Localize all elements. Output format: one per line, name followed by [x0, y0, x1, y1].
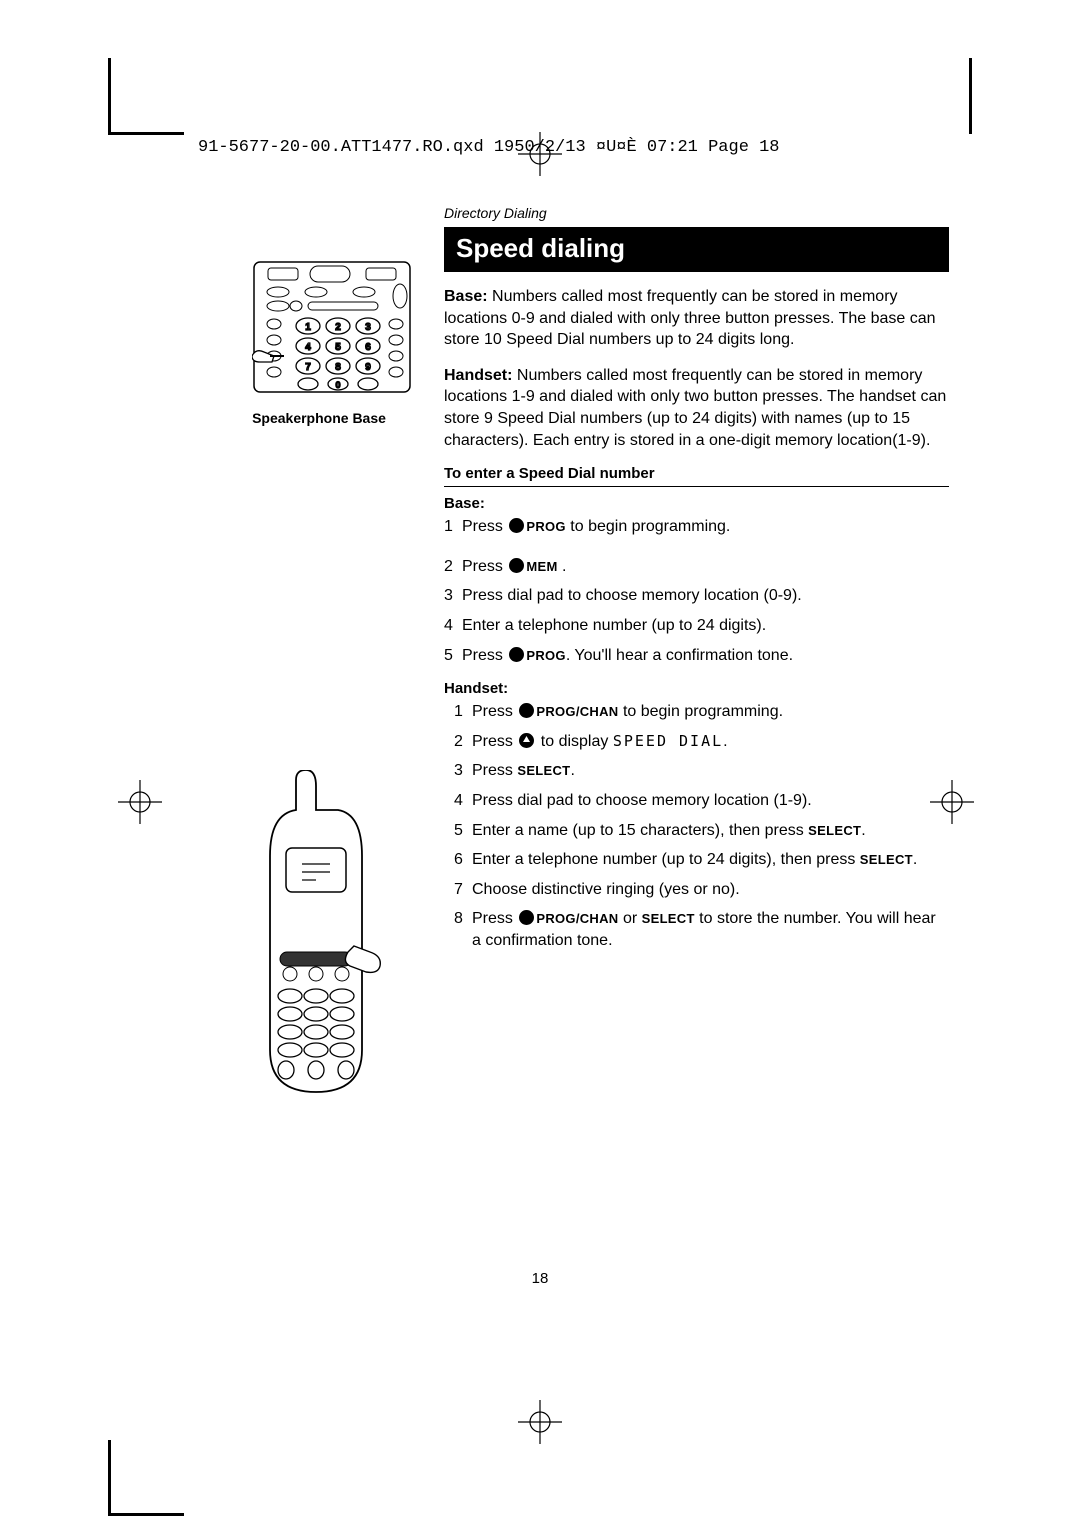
handset-step-8: 8 Press PROG/CHAN or SELECT to store the… [454, 908, 949, 951]
handset-lead: Handset: [444, 367, 512, 384]
handset-step-1: 1 Press PROG/CHAN to begin programming. [454, 701, 949, 723]
intro-base-paragraph: Base: Numbers called most frequently can… [444, 286, 949, 351]
button-dot-icon [519, 910, 534, 925]
mem-button-label: MEM [526, 559, 557, 574]
handset-text: Numbers called most frequently can be st… [444, 367, 946, 449]
select-button-label: SELECT [642, 911, 695, 926]
base-steps-list: 1 Press PROG to begin programming. 2 Pre… [444, 516, 949, 666]
handset-figure [236, 770, 406, 1104]
intro-handset-paragraph: Handset: Numbers called most frequently … [444, 365, 949, 451]
button-dot-icon [519, 703, 534, 718]
handset-step-5: 5 Enter a name (up to 15 characters), th… [454, 820, 949, 842]
handset-step-2: 2 Press to display SPEED DIAL. [454, 731, 949, 753]
button-dot-icon [509, 518, 524, 533]
page-title: Speed dialing [456, 233, 937, 264]
handset-subhead: Handset: [444, 680, 949, 697]
speakerphone-base-figure: 1 2 3 4 5 6 7 8 9 0 [252, 258, 412, 402]
registration-mark-left [118, 780, 162, 828]
registration-mark-bottom [518, 1400, 562, 1448]
button-dot-icon [509, 647, 524, 662]
select-button-label: SELECT [517, 763, 570, 778]
section-label: Directory Dialing [444, 205, 949, 221]
svg-text:5: 5 [335, 342, 341, 353]
base-step-2: 2 Press MEM . [444, 556, 949, 578]
svg-text:4: 4 [305, 342, 311, 353]
handset-step-3: 3 Press SELECT. [454, 760, 949, 782]
prepress-header: 91-5677-20-00.ATT1477.RO.qxd 1950/2/13 ¤… [198, 138, 780, 157]
left-column: 1 2 3 4 5 6 7 8 9 0 [224, 258, 414, 426]
base-step-1: 1 Press PROG to begin programming. [444, 516, 949, 538]
select-button-label: SELECT [860, 852, 913, 867]
handset-step-7: 7Choose distinctive ringing (yes or no). [454, 879, 949, 901]
title-bar: Speed dialing [444, 227, 949, 272]
prog-chan-button-label: PROG/CHAN [536, 911, 618, 926]
handset-step-4: 4Press dial pad to choose memory locatio… [454, 790, 949, 812]
lcd-speed-dial: SPEED DIAL [613, 732, 723, 750]
base-lead: Base: [444, 288, 488, 305]
base-step-4: 4Enter a telephone number (up to 24 digi… [444, 615, 949, 637]
svg-text:2: 2 [335, 322, 341, 333]
page-body: 1 2 3 4 5 6 7 8 9 0 [224, 205, 864, 959]
page-number: 18 [532, 1270, 549, 1287]
prog-button-label: PROG [526, 648, 565, 663]
base-step-3: 3Press dial pad to choose memory locatio… [444, 585, 949, 607]
handset-steps-list: 1 Press PROG/CHAN to begin programming. … [444, 701, 949, 951]
prog-chan-button-label: PROG/CHAN [536, 704, 618, 719]
select-button-label: SELECT [808, 823, 861, 838]
enter-heading: To enter a Speed Dial number [444, 465, 949, 482]
svg-text:1: 1 [305, 322, 311, 333]
base-text: Numbers called most frequently can be st… [444, 288, 936, 348]
svg-text:8: 8 [335, 362, 341, 373]
base-figure-caption: Speakerphone Base [224, 410, 414, 426]
crop-mark-bl [108, 1513, 184, 1516]
handset-step-6: 6 Enter a telephone number (up to 24 dig… [454, 849, 949, 871]
svg-text:7: 7 [305, 362, 311, 373]
base-step-5: 5 Press PROG. You'll hear a confirmation… [444, 645, 949, 667]
up-arrow-icon [519, 733, 534, 748]
svg-text:9: 9 [365, 362, 371, 373]
svg-text:3: 3 [365, 322, 371, 333]
heading-rule [444, 486, 949, 487]
prog-button-label: PROG [526, 519, 565, 534]
content-column: Directory Dialing Speed dialing Base: Nu… [444, 205, 949, 951]
crop-mark-tl [108, 58, 111, 134]
button-dot-icon [509, 558, 524, 573]
svg-text:0: 0 [335, 380, 340, 390]
crop-mark-tr [969, 58, 972, 134]
base-subhead: Base: [444, 495, 949, 512]
svg-text:6: 6 [365, 342, 371, 353]
